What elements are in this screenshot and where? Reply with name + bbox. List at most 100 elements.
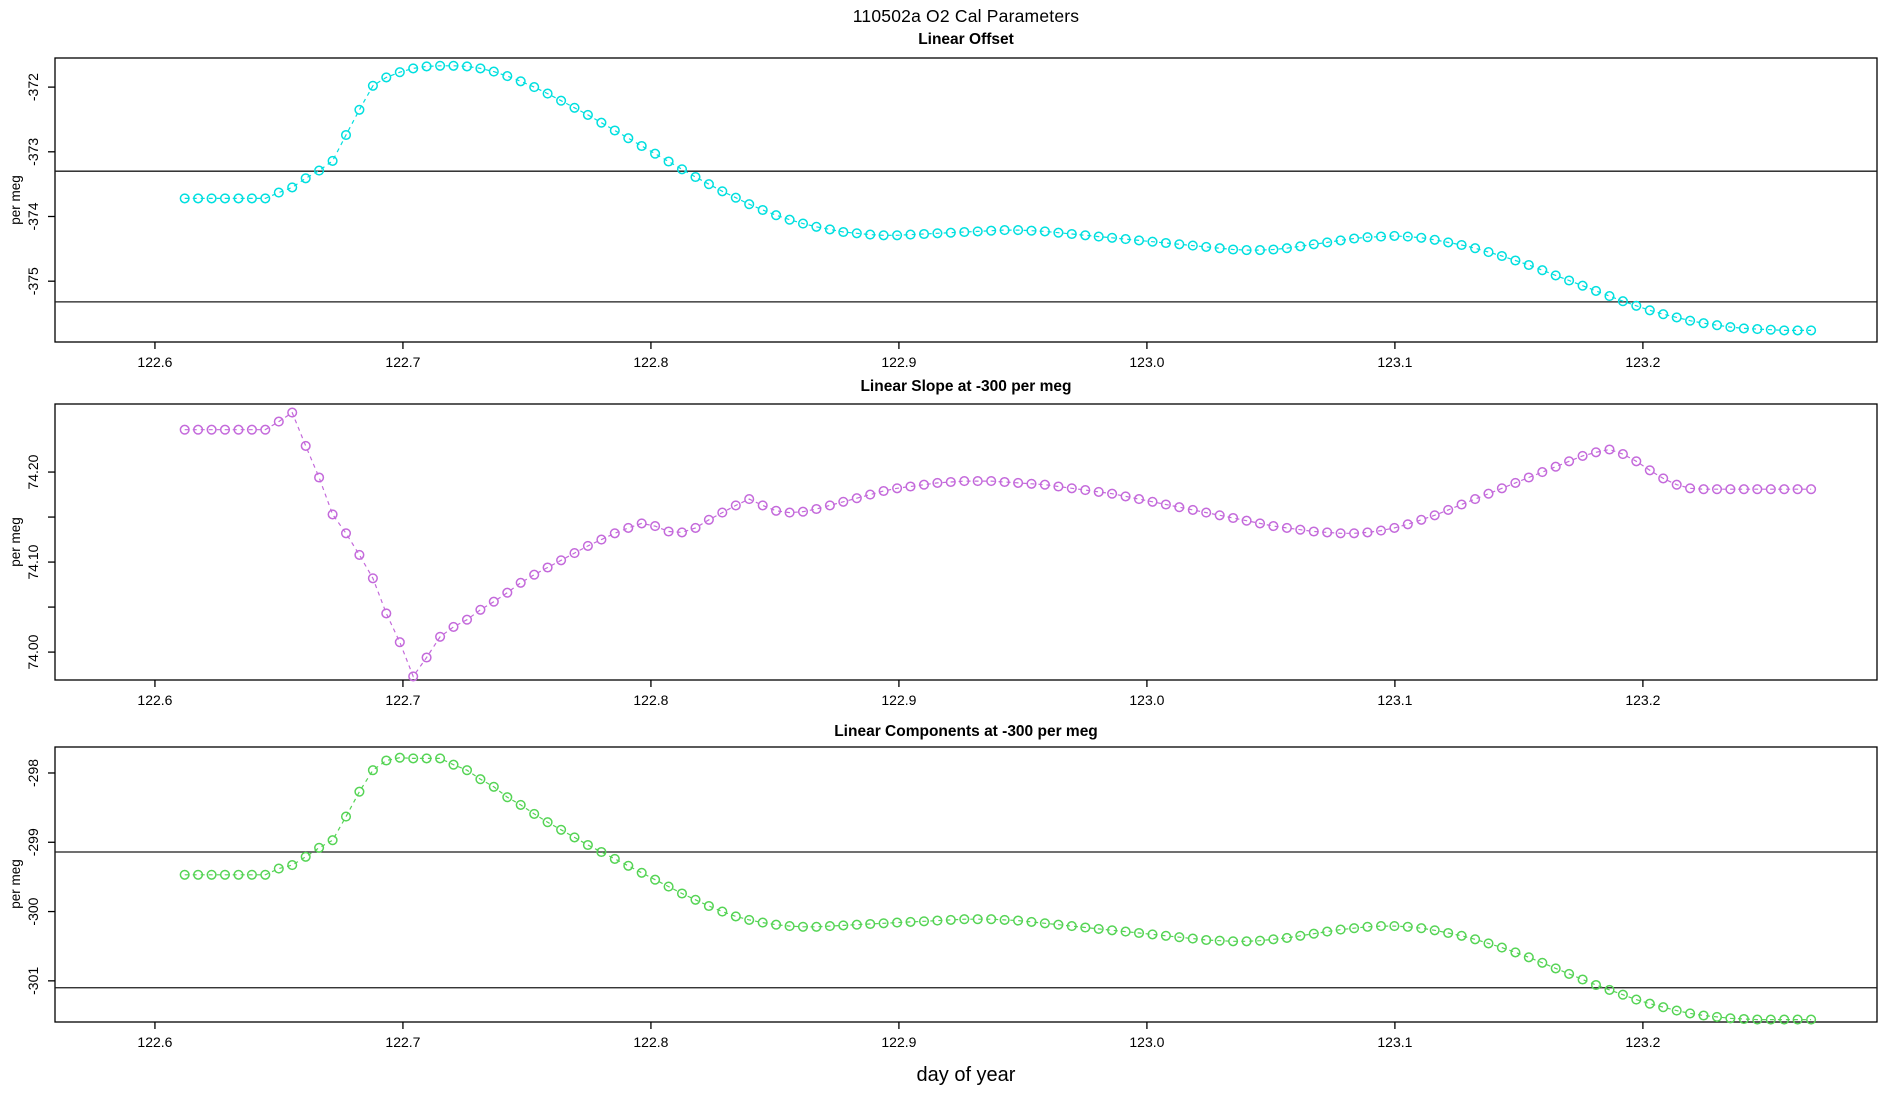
panel3-title: Linear Components at -300 per meg (834, 723, 1098, 740)
data-point (461, 765, 473, 776)
data-point (1080, 922, 1091, 933)
data-point (986, 225, 997, 236)
data-point (1792, 1014, 1803, 1025)
data-point (811, 503, 822, 515)
data-point (717, 507, 728, 518)
data-point (1295, 241, 1306, 252)
data-point (1228, 936, 1239, 947)
data-point (529, 808, 540, 819)
data-point (918, 228, 930, 240)
data-point (1617, 989, 1628, 1000)
data-point (354, 786, 365, 797)
data-point (1806, 325, 1817, 336)
data-point (1725, 1013, 1736, 1024)
data-point (488, 66, 499, 77)
data-point (1470, 243, 1481, 254)
data-point (1644, 998, 1655, 1009)
data-point (824, 921, 835, 932)
y-tick-label: 74.00 (25, 634, 41, 669)
data-point (448, 60, 459, 71)
data-point (932, 228, 943, 239)
data-point (1604, 984, 1615, 995)
data-point (1564, 456, 1575, 467)
data-point (1470, 934, 1481, 945)
data-point (569, 832, 580, 843)
data-point (1537, 957, 1548, 968)
data-point (1281, 243, 1292, 254)
data-point (260, 869, 271, 880)
y-tick-label: -298 (25, 759, 41, 787)
data-point (1107, 488, 1118, 499)
data-point (1456, 499, 1467, 510)
x-tick-label: 123.0 (1129, 1034, 1164, 1050)
data-point (1752, 324, 1763, 335)
data-point (757, 917, 768, 928)
data-point (529, 569, 540, 580)
data-point (1496, 483, 1507, 494)
data-point (300, 173, 311, 184)
data-point (354, 549, 365, 560)
data-point (314, 165, 325, 176)
data-point (623, 860, 634, 871)
data-point (1550, 461, 1561, 472)
panel1-title: Linear Offset (918, 31, 1014, 48)
data-point (663, 526, 674, 537)
data-point (1779, 484, 1790, 495)
data-point (1792, 484, 1803, 495)
data-point (1295, 930, 1306, 941)
data-point (1443, 237, 1454, 248)
data-point (1053, 481, 1064, 492)
data-point (1133, 494, 1145, 505)
x-tick-label: 122.8 (633, 1034, 668, 1050)
data-point (771, 505, 782, 516)
data-point (502, 71, 513, 82)
data-point (381, 755, 392, 766)
x-tick-label: 123.0 (1129, 692, 1164, 708)
data-point (340, 528, 352, 539)
data-point (757, 500, 768, 511)
data-point (1120, 491, 1131, 502)
data-point (1375, 231, 1387, 242)
data-point (569, 548, 580, 559)
data-point (1107, 232, 1118, 243)
data-point (1160, 930, 1171, 941)
data-point (1160, 237, 1171, 249)
data-point (1590, 447, 1602, 458)
data-point (1241, 936, 1252, 947)
data-point (1066, 483, 1077, 494)
data-point (945, 227, 956, 238)
data-point (905, 481, 916, 492)
data-point (1429, 925, 1440, 936)
data-point (179, 424, 190, 435)
data-point (1254, 518, 1266, 529)
data-point (1174, 239, 1185, 250)
data-point (1389, 522, 1400, 533)
data-point (515, 577, 526, 588)
data-point (1254, 935, 1266, 946)
data-point (1402, 519, 1413, 530)
data-point (1375, 525, 1387, 536)
data-point (1752, 484, 1763, 495)
panel2-title: Linear Slope at -300 per meg (860, 378, 1072, 395)
data-point (300, 440, 311, 451)
data-point (1644, 305, 1655, 316)
data-point (851, 493, 862, 504)
data-point (945, 914, 956, 925)
data-point (1402, 921, 1413, 932)
data-point (233, 869, 244, 880)
data-point (1133, 927, 1145, 939)
data-point (690, 522, 701, 533)
x-axis-label: day of year (916, 1064, 1016, 1086)
data-point (757, 204, 768, 216)
data-point (1039, 479, 1050, 490)
data-point (1174, 932, 1185, 943)
data-point (892, 230, 903, 241)
data-point (246, 869, 257, 880)
data-point (1147, 929, 1158, 940)
y-tick-label: 74.20 (25, 454, 41, 489)
data-point (1631, 994, 1642, 1005)
data-point (636, 518, 647, 529)
data-point (219, 193, 231, 204)
data-point (596, 846, 607, 858)
data-point (730, 192, 741, 203)
